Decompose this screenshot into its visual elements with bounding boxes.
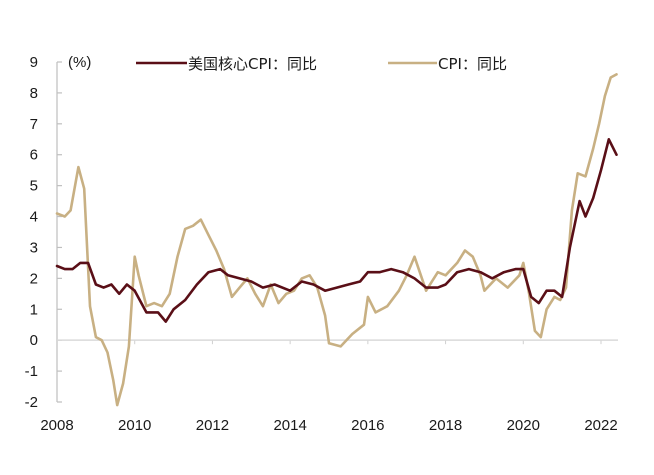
y-tick-label: -1: [25, 363, 38, 380]
cpi-line: [55, 73, 618, 407]
x-tick-label: 2020: [507, 417, 540, 434]
y-tick-label: 6: [30, 147, 38, 164]
legend: 美国核心CPI：同比 CPI：同比: [136, 55, 507, 73]
x-tick-label: 2010: [118, 417, 151, 434]
y-unit-label: (%): [68, 54, 91, 71]
y-tick-label: 7: [30, 116, 38, 133]
x-tick-label: 2008: [40, 417, 73, 434]
core-cpi-line: [55, 138, 618, 323]
series-lines: [55, 73, 618, 407]
y-tick-label: 0: [30, 332, 38, 349]
y-tick-label: 2: [30, 270, 38, 287]
legend-label-core-cpi: 美国核心CPI：同比: [188, 55, 317, 73]
y-tick-label: 8: [30, 85, 38, 102]
y-tick-label: 1: [30, 301, 38, 318]
legend-label-cpi: CPI：同比: [438, 55, 507, 73]
y-tick-label: -2: [25, 394, 38, 411]
y-axis: -2 -1 0 1 2 3 4 5 6 7 8 9: [25, 54, 62, 411]
x-tick-label: 2014: [273, 417, 306, 434]
y-tick-label: 3: [30, 239, 38, 256]
x-tick-label: 2016: [351, 417, 384, 434]
legend-item-cpi: CPI：同比: [388, 55, 507, 73]
y-tick-label: 9: [30, 54, 38, 71]
x-axis: 2008 2010 2012 2014 2016 2018 2020 2022: [40, 340, 618, 434]
x-tick-label: 2022: [584, 417, 617, 434]
y-tick-label: 4: [30, 209, 38, 226]
x-tick-label: 2018: [429, 417, 462, 434]
legend-item-core-cpi: 美国核心CPI：同比: [136, 55, 317, 73]
y-tick-label: 5: [30, 178, 38, 195]
x-tick-label: 2012: [196, 417, 229, 434]
